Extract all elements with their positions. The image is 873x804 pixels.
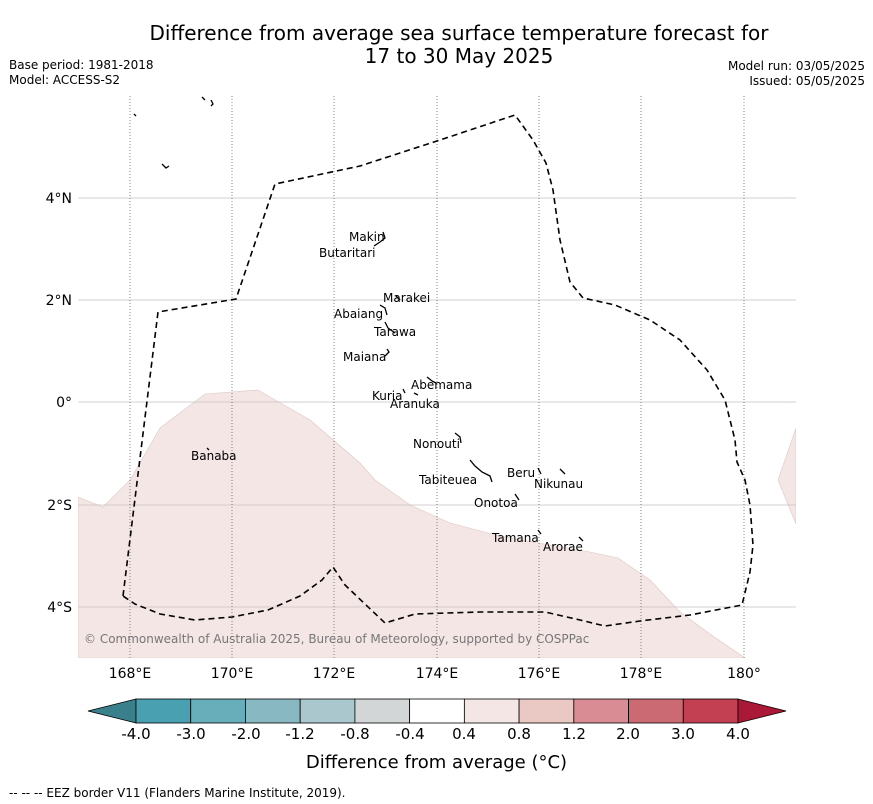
anomaly-region-east — [777, 427, 796, 525]
place-label: Marakei — [383, 291, 430, 305]
place-label: Tabiteuea — [418, 473, 477, 487]
colorbar-tick: 3.0 — [671, 725, 695, 743]
colorbar-cell — [463, 698, 520, 724]
colorbar-cells — [135, 698, 739, 724]
place-label: Nonouti — [413, 437, 460, 451]
lon-gridlines — [129, 96, 745, 658]
place-label: Nikunau — [534, 477, 583, 491]
lat-label: 2°N — [46, 293, 72, 309]
place-label: Abemama — [411, 378, 472, 392]
colorbar-tick: 0.8 — [507, 725, 531, 743]
base-period: Base period: 1981-2018 — [9, 58, 154, 72]
lon-label: 168°E — [109, 666, 152, 682]
issued-date: Issued: 05/05/2025 — [749, 74, 865, 88]
colorbar-tick: -0.8 — [340, 725, 370, 743]
place-label: Beru — [507, 466, 535, 480]
colorbar-max-arrow — [737, 698, 787, 724]
colorbar-cell — [299, 698, 356, 724]
place-labels: Makin Butaritari Marakei Abaiang Tarawa … — [191, 230, 583, 554]
lon-label: 170°E — [211, 666, 254, 682]
colorbar-min-arrow — [87, 698, 137, 724]
eez-legend-note: -- -- -- EEZ border V11 (Flanders Marine… — [9, 786, 346, 800]
lon-label: 174°E — [416, 666, 459, 682]
colorbar-tick: 2.0 — [616, 725, 640, 743]
colorbar-cell — [518, 698, 575, 724]
lat-label: 4°N — [46, 191, 72, 207]
place-label: Makin — [349, 230, 385, 244]
place-label: Butaritari — [319, 246, 376, 260]
lon-label: 176°E — [518, 666, 561, 682]
lon-label: 180° — [727, 666, 761, 682]
lat-axis: 4°N 2°N 0° 2°S 4°S — [46, 191, 73, 616]
model-info: Base period: 1981-2018 Model: ACCESS-S2 — [9, 58, 154, 88]
colorbar-tick: 4.0 — [726, 725, 750, 743]
place-label: Abaiang — [334, 307, 383, 321]
anomaly-region — [78, 389, 746, 658]
lon-label: 178°E — [620, 666, 663, 682]
colorbar-tick: -2.0 — [231, 725, 261, 743]
lat-label: 0° — [56, 395, 72, 411]
place-label: Arorae — [543, 540, 583, 554]
colorbar-cell — [135, 698, 192, 724]
colorbar-tick: -3.0 — [176, 725, 206, 743]
colorbar-ticks: -4.0 -3.0 -2.0 -1.2 -0.8 -0.4 0.4 0.8 1.… — [0, 725, 873, 745]
lat-label: 2°S — [47, 498, 72, 514]
colorbar-cell — [628, 698, 684, 724]
colorbar-cell — [682, 698, 739, 724]
island-outlines — [133, 96, 584, 542]
colorbar-label: Difference from average (°C) — [305, 752, 568, 773]
copyright-notice: © Commonwealth of Australia 2025, Bureau… — [84, 632, 590, 646]
place-label: Banaba — [191, 449, 237, 463]
title-line-1: Difference from average sea surface temp… — [149, 21, 769, 45]
colorbar-tick: 1.2 — [562, 725, 586, 743]
place-label: Tamana — [491, 531, 539, 545]
colorbar-cell — [573, 698, 629, 724]
place-label: Kuria — [372, 389, 403, 403]
colorbar — [87, 698, 787, 724]
lon-axis: 168°E 170°E 172°E 174°E 176°E 178°E 180° — [109, 666, 761, 682]
colorbar-tick: -1.2 — [285, 725, 315, 743]
colorbar-tick: -0.4 — [395, 725, 425, 743]
colorbar-cell — [354, 698, 411, 724]
eez-border — [122, 114, 754, 627]
place-label: Onotoa — [474, 496, 518, 510]
colorbar-cell — [190, 698, 246, 724]
place-label: Maiana — [343, 350, 386, 364]
map-title: Difference from average sea surface temp… — [80, 22, 838, 68]
run-info: Model run: 03/05/2025 Issued: 05/05/2025 — [728, 59, 865, 89]
place-label: Tarawa — [373, 325, 416, 339]
colorbar-tick: 0.4 — [452, 725, 476, 743]
lat-label: 4°S — [47, 600, 72, 616]
place-label: Aranuka — [390, 397, 440, 411]
colorbar-tick: -4.0 — [121, 725, 151, 743]
colorbar-cell — [409, 698, 465, 724]
map-area — [78, 96, 796, 658]
title-line-2: 17 to 30 May 2025 — [364, 44, 554, 68]
lon-label: 172°E — [313, 666, 356, 682]
model-run-date: Model run: 03/05/2025 — [727, 59, 865, 73]
model-name: Model: ACCESS-S2 — [9, 73, 121, 87]
colorbar-cell — [245, 698, 301, 724]
